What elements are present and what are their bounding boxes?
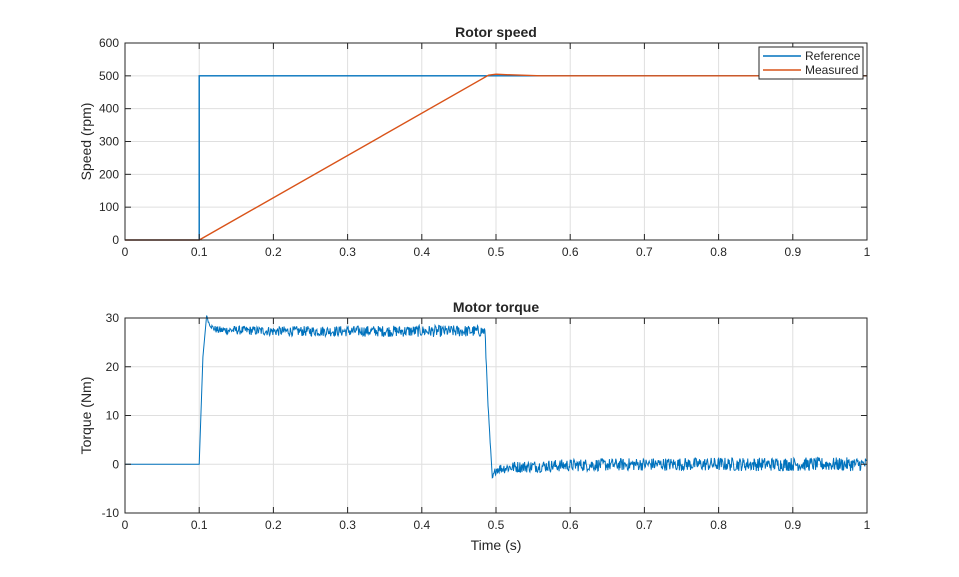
x-tick-label: 0.8 bbox=[710, 518, 727, 532]
y-tick-label: 20 bbox=[106, 360, 120, 374]
x-tick-label: 0.6 bbox=[562, 518, 579, 532]
y-tick-label: 400 bbox=[99, 102, 119, 116]
x-tick-label: 1 bbox=[864, 518, 871, 532]
x-tick-label: 0.4 bbox=[413, 518, 430, 532]
x-tick-label: 0.5 bbox=[488, 245, 505, 259]
x-tick-label: 0.9 bbox=[784, 518, 801, 532]
y-tick-label: 10 bbox=[106, 409, 120, 423]
x-tick-label: 0.1 bbox=[191, 245, 208, 259]
x-tick-label: 0 bbox=[122, 245, 129, 259]
y-tick-label: -10 bbox=[102, 506, 120, 520]
y-tick-label: 200 bbox=[99, 167, 119, 181]
x-tick-label: 0.2 bbox=[265, 245, 282, 259]
x-tick-label: 0.7 bbox=[636, 245, 653, 259]
x-tick-label: 1 bbox=[864, 245, 871, 259]
y-tick-label: 100 bbox=[99, 200, 119, 214]
y-tick-label: 500 bbox=[99, 69, 119, 83]
x-tick-label: 0.6 bbox=[562, 245, 579, 259]
x-tick-label: 0 bbox=[122, 518, 129, 532]
x-tick-label: 0.3 bbox=[339, 518, 356, 532]
x-tick-label: 0.9 bbox=[784, 245, 801, 259]
axes-2: 0 0.1 0.2 0.3 0.4 0.5 0.6 0.7 0.8 0.9 1-100102030M… bbox=[78, 299, 871, 553]
x-tick-label: 0.1 bbox=[191, 518, 208, 532]
y-axis-label: Torque (Nm) bbox=[78, 377, 94, 455]
x-axis-label: Time (s) bbox=[471, 537, 522, 553]
legend-label-reference: Reference bbox=[805, 49, 861, 63]
y-axis-label: Speed (rpm) bbox=[78, 103, 94, 181]
x-tick-label: 0.4 bbox=[413, 245, 430, 259]
y-tick-label: 0 bbox=[112, 233, 119, 247]
x-tick-label: 0.5 bbox=[488, 518, 505, 532]
series-line-1 bbox=[125, 315, 867, 479]
x-tick-label: 0.7 bbox=[636, 518, 653, 532]
y-tick-label: 0 bbox=[112, 457, 119, 471]
chart-title: Rotor speed bbox=[455, 24, 537, 40]
x-tick-label: 0.2 bbox=[265, 518, 282, 532]
y-tick-label: 600 bbox=[99, 36, 119, 50]
chart-title: Motor torque bbox=[453, 299, 540, 315]
x-tick-label: 0.8 bbox=[710, 245, 727, 259]
axes-1: 0 0.1 0.2 0.3 0.4 0.5 0.6 0.7 0.8 0.9 1 0 100 200 300 4… bbox=[78, 24, 871, 259]
legend-label-measured: Measured bbox=[805, 63, 858, 77]
legend-box bbox=[758, 46, 864, 80]
y-tick-label: 30 bbox=[106, 311, 120, 325]
x-tick-label: 0.3 bbox=[339, 245, 356, 259]
y-tick-label: 300 bbox=[99, 135, 119, 149]
